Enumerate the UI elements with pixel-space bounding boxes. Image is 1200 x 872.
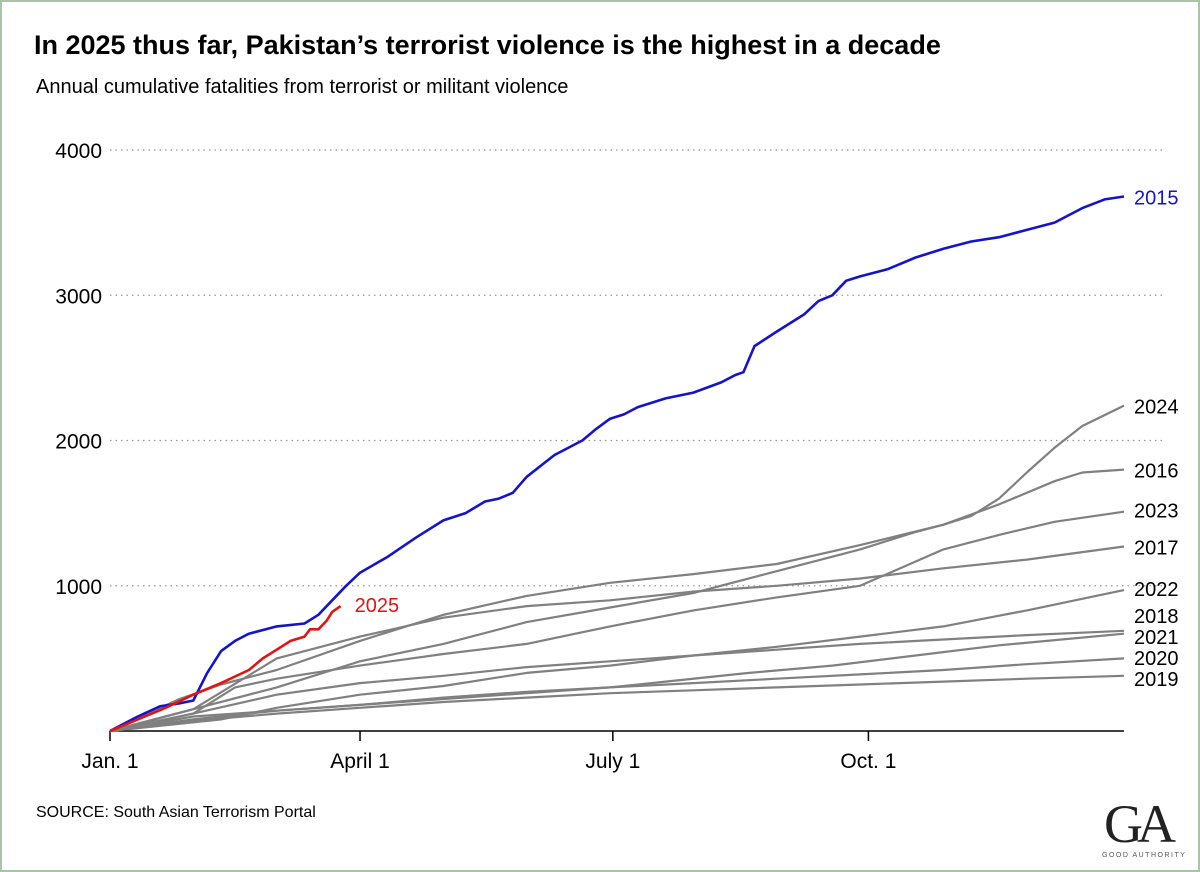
x-tick-label: Jan. 1 — [81, 750, 138, 773]
series-label-2015: 2015 — [1134, 187, 1179, 209]
logo-name: GOOD AUTHORITY — [1102, 852, 1187, 859]
series-label-2021: 2021 — [1134, 627, 1179, 649]
series-line-2016 — [109, 468, 1125, 732]
chart-subtitle: Annual cumulative fatalities from terror… — [36, 76, 569, 98]
series-label-2024: 2024 — [1134, 397, 1179, 419]
x-tick-label: July 1 — [585, 750, 640, 773]
chart-title: In 2025 thus far, Pakistan’s terrorist v… — [34, 30, 941, 60]
y-tick-label: 4000 — [55, 140, 102, 163]
series-line-2017 — [109, 545, 1125, 733]
series-line-2018 — [109, 629, 1125, 733]
series-line-2022 — [109, 589, 1125, 733]
y-tick-label: 3000 — [55, 285, 102, 308]
series-label-2019: 2019 — [1134, 669, 1179, 691]
series-label-2017: 2017 — [1134, 538, 1179, 560]
y-tick-label: 1000 — [55, 576, 102, 599]
x-tick-label: Oct. 1 — [840, 750, 896, 773]
series-label-2018: 2018 — [1134, 606, 1179, 628]
series-line-2015 — [109, 195, 1125, 733]
series-label-2023: 2023 — [1134, 501, 1179, 523]
series-label-2025: 2025 — [355, 595, 400, 617]
x-tick-label: April 1 — [330, 750, 390, 773]
series-line-2025 — [109, 605, 342, 733]
logo-letters: GA — [1104, 794, 1176, 854]
good-authority-logo: GA GOOD AUTHORITY — [1098, 796, 1194, 866]
series-label-2016: 2016 — [1134, 461, 1179, 483]
series-line-2024 — [109, 404, 1125, 733]
series-line-2019 — [109, 674, 1125, 733]
series-line-2020 — [109, 657, 1125, 733]
series-line-2023 — [109, 510, 1125, 733]
y-tick-label: 2000 — [55, 431, 102, 454]
source-note: SOURCE: South Asian Terrorism Portal — [36, 804, 316, 821]
series-label-2020: 2020 — [1134, 648, 1179, 670]
series-label-2022: 2022 — [1134, 579, 1179, 601]
